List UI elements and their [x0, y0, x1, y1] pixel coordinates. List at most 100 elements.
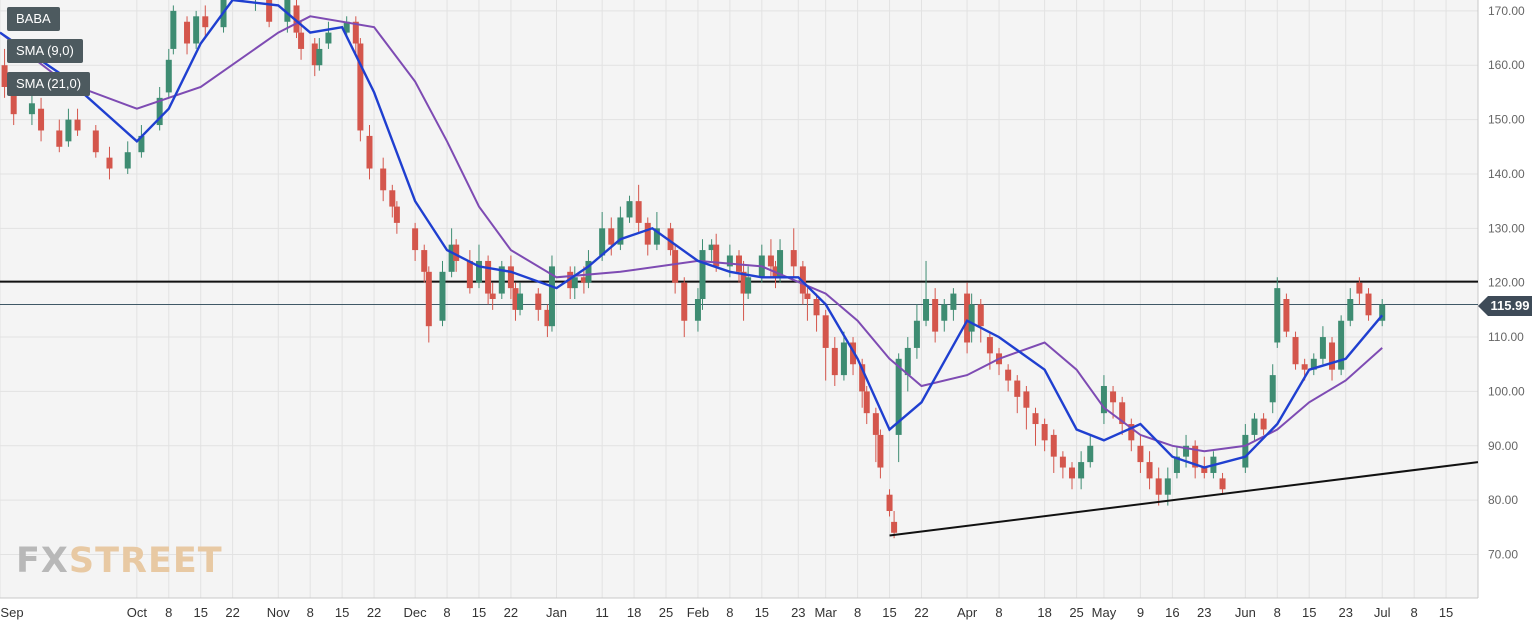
- candle-up: [941, 304, 948, 321]
- candle-up: [585, 260, 592, 283]
- x-tick-label: 15: [472, 605, 486, 620]
- candle-up: [708, 244, 715, 251]
- candle-down: [1292, 337, 1299, 365]
- x-tick-label: Apr: [957, 605, 978, 620]
- candle-down: [106, 157, 113, 169]
- y-tick-label: 130.00: [1488, 221, 1525, 235]
- candle-down: [1260, 418, 1267, 430]
- candle-down: [38, 108, 45, 131]
- candle-down: [311, 43, 318, 66]
- x-tick-label: 23: [1197, 605, 1211, 620]
- candle-up: [923, 299, 930, 321]
- candle-up: [694, 299, 701, 321]
- candle-down: [266, 0, 273, 22]
- candle-down: [1, 65, 8, 87]
- sma9-indicator-badge[interactable]: SMA (9,0): [7, 39, 83, 63]
- sma21-indicator-badge[interactable]: SMA (21,0): [7, 72, 91, 96]
- candle-up: [1338, 320, 1345, 370]
- candle-down: [672, 250, 679, 283]
- sma21-line: [0, 15, 1383, 453]
- x-tick-label: 22: [367, 605, 381, 620]
- candle-down: [466, 260, 473, 289]
- candle-up: [726, 255, 733, 267]
- x-tick-label: 25: [1069, 605, 1083, 620]
- x-tick-label: Jan: [546, 605, 567, 620]
- candle-up: [1100, 385, 1107, 414]
- candle-up: [617, 217, 624, 245]
- candle-up: [124, 152, 131, 169]
- candle-down: [202, 16, 209, 28]
- y-tick-label: 110.00: [1488, 330, 1524, 344]
- candle-up: [1274, 288, 1281, 343]
- x-tick-label: Nov: [267, 605, 291, 620]
- candle-down: [822, 315, 829, 348]
- x-tick-label: 18: [1037, 605, 1051, 620]
- candle-down: [1069, 467, 1076, 479]
- candle-down: [485, 260, 492, 294]
- candle-up: [439, 271, 446, 321]
- x-tick-label: Sep: [0, 605, 23, 620]
- candle-down: [453, 244, 460, 261]
- candle-down: [412, 228, 419, 251]
- candle-up: [571, 277, 578, 289]
- y-tick-label: 100.00: [1488, 384, 1525, 398]
- candle-up: [699, 250, 706, 299]
- candle-up: [316, 48, 323, 66]
- last-price-tag-arrow: [1478, 296, 1488, 316]
- x-tick-label: Feb: [687, 605, 709, 620]
- candle-down: [1155, 478, 1162, 495]
- x-tick-label: 18: [627, 605, 641, 620]
- x-tick-label: 22: [225, 605, 239, 620]
- candle-up: [745, 277, 752, 294]
- candle-up: [599, 228, 606, 256]
- candle-down: [713, 244, 720, 267]
- x-tick-label: 22: [504, 605, 518, 620]
- candle-up: [548, 266, 555, 327]
- candle-up: [138, 135, 145, 153]
- candle-down: [1023, 391, 1030, 408]
- candle-up: [950, 293, 957, 310]
- candle-down: [56, 130, 63, 147]
- candle-up: [1251, 418, 1258, 435]
- x-tick-label: 8: [1411, 605, 1418, 620]
- candle-up: [448, 244, 455, 272]
- candle-down: [1329, 342, 1336, 370]
- candle-down: [421, 250, 428, 272]
- x-tick-label: 16: [1165, 605, 1179, 620]
- candle-up: [1087, 445, 1094, 463]
- candle-down: [681, 282, 688, 321]
- candle-down: [804, 293, 811, 299]
- candle-down: [1146, 462, 1153, 479]
- fxstreet-logo: FXSTREET: [16, 541, 223, 581]
- candle-down: [1032, 413, 1039, 425]
- candle-down: [512, 288, 519, 310]
- candle-down: [1192, 445, 1199, 468]
- x-tick-label: 8: [726, 605, 733, 620]
- candle-down: [608, 228, 615, 245]
- candle-up: [1347, 299, 1354, 321]
- candle-down: [544, 309, 551, 327]
- x-tick-label: 8: [443, 605, 450, 620]
- candle-up: [165, 59, 172, 93]
- candle-up: [1319, 337, 1326, 359]
- x-tick-label: 25: [659, 605, 673, 620]
- candle-down: [293, 5, 300, 33]
- x-tick-label: 8: [307, 605, 314, 620]
- candle-up: [28, 103, 35, 115]
- candle-down: [425, 271, 432, 327]
- symbol-badge[interactable]: BABA: [7, 7, 60, 31]
- candle-up: [913, 320, 920, 348]
- candle-up: [1183, 445, 1190, 457]
- candle-down: [1050, 434, 1057, 457]
- candle-up: [65, 119, 72, 142]
- candle-down: [580, 277, 587, 283]
- candle-down: [877, 434, 884, 468]
- x-tick-label: 15: [882, 605, 896, 620]
- candle-down: [891, 521, 898, 533]
- candle-up: [1242, 434, 1249, 468]
- candle-down: [932, 299, 939, 332]
- candle-up: [1310, 358, 1317, 370]
- candle-down: [635, 201, 642, 223]
